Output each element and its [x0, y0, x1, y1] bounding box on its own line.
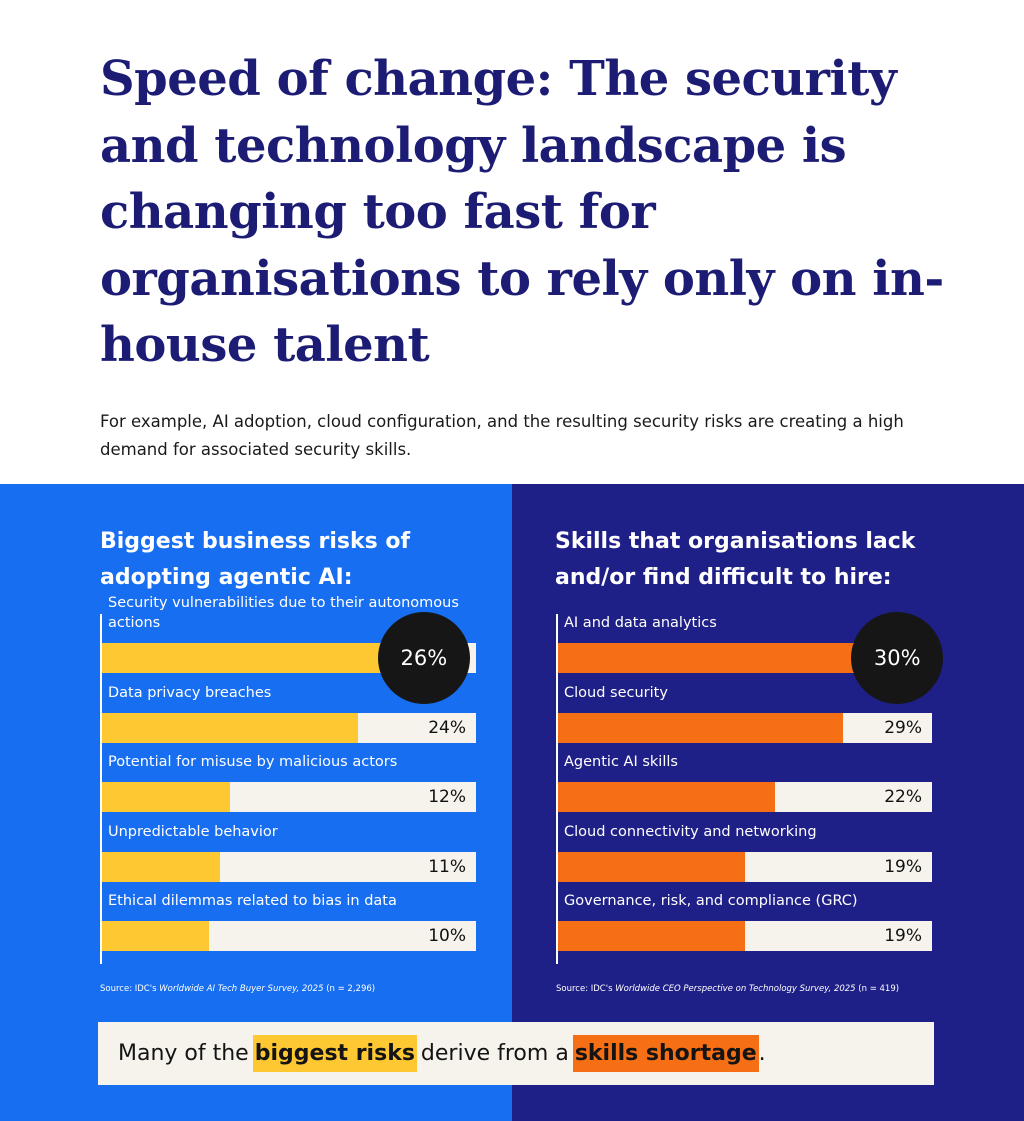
bar-label: Ethical dilemmas related to bias in data	[108, 893, 397, 909]
bar-track: 29%	[558, 712, 932, 743]
highlight-value-bubble: 30%	[851, 612, 944, 704]
bar-value-label: 19%	[884, 926, 922, 946]
bar-label: Cloud security	[564, 684, 668, 701]
bar-row: Cloud security 29%	[558, 684, 932, 743]
callout-text: derive from a	[420, 1041, 569, 1066]
bar-row: Potential for misuse by malicious actors…	[102, 753, 476, 812]
skills-chart: AI and data analytics 30% Cloud security 29…	[556, 612, 944, 964]
bar-value-label: 24%	[428, 717, 466, 738]
source-suffix: (n = 2,296)	[323, 984, 376, 994]
page-title: Speed of change: The security and techno…	[100, 46, 980, 379]
bar-value-label: 12%	[428, 787, 466, 807]
bar-label: Security vulnerabilities due to their au…	[108, 595, 459, 631]
bar	[558, 643, 854, 673]
bar-label: Potential for misuse by malicious actors	[108, 754, 398, 770]
bar-label: Data privacy breaches	[108, 684, 272, 701]
bar-track: 19%	[558, 851, 932, 882]
skills-heading: Skills that organisations lack and/or fi…	[555, 529, 916, 590]
bar-track: 10%	[102, 921, 476, 951]
bar-value-label: 19%	[884, 856, 922, 877]
source-title: Worldwide CEO Perspective on Technology …	[615, 984, 856, 994]
risks-panel: Biggest business risks of adopting agent…	[0, 484, 512, 1121]
bar-row: Data privacy breaches 24%	[102, 684, 476, 743]
bar	[102, 712, 359, 743]
callout-text: .	[758, 1041, 766, 1066]
source-title: Worldwide AI Tech Buyer Survey, 2025	[159, 984, 324, 994]
bar-label: Agentic AI skills	[564, 754, 678, 770]
bar-track: 22%	[558, 782, 932, 812]
callout-box: Many of the biggest risks derive from a …	[98, 1022, 934, 1085]
bar-track: 19%	[558, 921, 932, 951]
bar	[102, 782, 231, 812]
risks-heading: Biggest business risks of adopting agent…	[100, 529, 411, 590]
callout-highlight-risks: biggest risks	[252, 1035, 417, 1072]
bar-label: Unpredictable behavior	[108, 823, 278, 840]
bar	[558, 712, 844, 743]
bar-value-label: 11%	[428, 856, 466, 877]
bar	[102, 851, 220, 882]
title-rest: The security and technology landscape is…	[100, 51, 944, 373]
bar-value-label: 29%	[884, 717, 922, 738]
highlight-value-bubble: 26%	[377, 612, 470, 704]
bar-label: Cloud connectivity and networking	[564, 823, 817, 840]
bar-track: 26%	[102, 612, 476, 704]
bar-row: Cloud connectivity and networking 19%	[558, 823, 932, 882]
skills-panel: Skills that organisations lack and/or fi…	[512, 484, 1024, 1121]
bar-row: AI and data analytics 30%	[558, 612, 944, 704]
bar-row: Security vulnerabilities due to their au…	[102, 595, 476, 704]
skills-source: Source: IDC's Worldwide CEO Perspective …	[556, 984, 899, 994]
bar-row: Unpredictable behavior 11%	[102, 823, 476, 882]
bar	[558, 921, 745, 951]
bar-label: Governance, risk, and compliance (GRC)	[564, 893, 858, 909]
bar-row: Agentic AI skills 22%	[558, 753, 932, 812]
title-bold: Speed of change:	[100, 51, 553, 107]
bar-value-label: 10%	[428, 926, 466, 946]
risks-chart: Security vulnerabilities due to their au…	[100, 595, 476, 964]
bar-row: Ethical dilemmas related to bias in data…	[102, 892, 476, 951]
bar	[558, 851, 745, 882]
bar-track: 30%	[558, 612, 944, 704]
risks-source: Source: IDC's Worldwide AI Tech Buyer Su…	[100, 984, 375, 994]
subtitle: For example, AI adoption, cloud configur…	[100, 412, 904, 459]
bar-row: Governance, risk, and compliance (GRC) 19…	[558, 892, 932, 951]
callout-text: Many of the	[118, 1041, 249, 1066]
bar-track: 24%	[102, 712, 476, 743]
source-suffix: (n = 419)	[855, 984, 900, 994]
bar-track: 12%	[102, 782, 476, 812]
bar	[102, 921, 209, 951]
bar-track: 11%	[102, 851, 476, 882]
source-prefix: Source: IDC's	[100, 984, 160, 994]
bar	[102, 643, 380, 673]
callout-highlight-skills: skills shortage	[572, 1035, 759, 1072]
source-prefix: Source: IDC's	[556, 984, 616, 994]
bar-label: AI and data analytics	[564, 615, 717, 631]
bar-value-label: 22%	[884, 787, 922, 807]
bar	[558, 782, 775, 812]
